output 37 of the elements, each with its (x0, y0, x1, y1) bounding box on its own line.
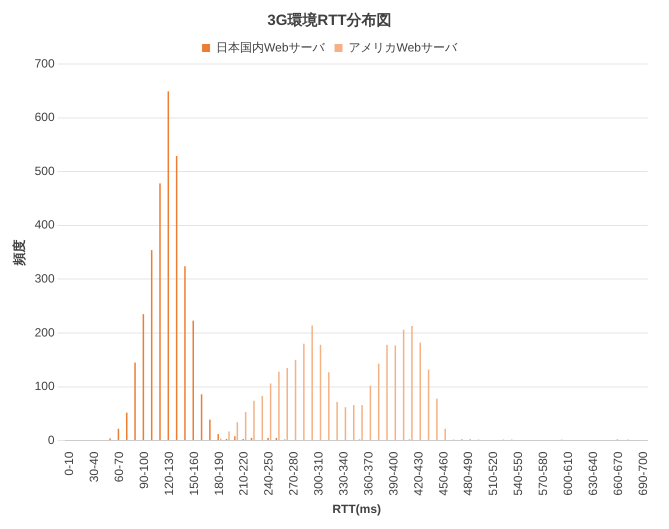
chart-title: 3G環境RTT分布図 (267, 11, 392, 30)
x-tick-label: 600-610 (561, 451, 576, 496)
x-tick-label: 510-520 (486, 451, 500, 496)
y-tick-label: 500 (34, 164, 55, 178)
legend-label: 日本国内Webサーバ (216, 40, 326, 54)
x-tick-label: 210-220 (236, 451, 251, 496)
x-tick-label: 360-370 (361, 451, 376, 496)
x-tick-label: 270-280 (286, 451, 301, 496)
x-tick-label: 420-430 (411, 451, 426, 496)
y-tick-label: 400 (34, 218, 55, 232)
x-tick-label: 540-550 (511, 451, 526, 496)
y-tick-label: 100 (34, 379, 55, 394)
y-tick-label: 0 (48, 432, 55, 447)
x-tick-label: 450-460 (436, 451, 450, 496)
x-tick-label: 570-580 (536, 451, 550, 496)
y-tick-label: 600 (34, 110, 55, 124)
legend-label: アメリカWebサーバ (348, 40, 458, 54)
x-tick-label: 480-490 (461, 451, 476, 496)
x-tick-label: 150-160 (186, 451, 201, 496)
y-tick-label: 300 (34, 271, 55, 286)
x-tick-label: 690-700 (636, 451, 650, 496)
x-tick-label: 90-100 (136, 451, 151, 489)
x-tick-label: 240-250 (262, 451, 276, 496)
x-tick-label: 60-70 (112, 451, 126, 482)
x-tick-label: 120-130 (162, 451, 176, 496)
x-tick-label: 0-10 (62, 451, 76, 476)
y-tick-label: 700 (34, 56, 55, 70)
x-tick-label: 30-40 (87, 451, 102, 482)
x-tick-label: 300-310 (312, 451, 326, 496)
x-tick-label: 630-640 (586, 451, 600, 496)
y-axis-title: 頻度 (11, 239, 26, 266)
x-tick-label: 180-190 (212, 451, 226, 496)
y-tick-label: 200 (34, 325, 55, 340)
x-tick-label: 660-670 (610, 451, 625, 496)
x-axis-title: RTT(ms) (332, 502, 381, 516)
x-tick-label: 390-400 (386, 451, 400, 496)
x-tick-label: 330-340 (336, 451, 350, 496)
